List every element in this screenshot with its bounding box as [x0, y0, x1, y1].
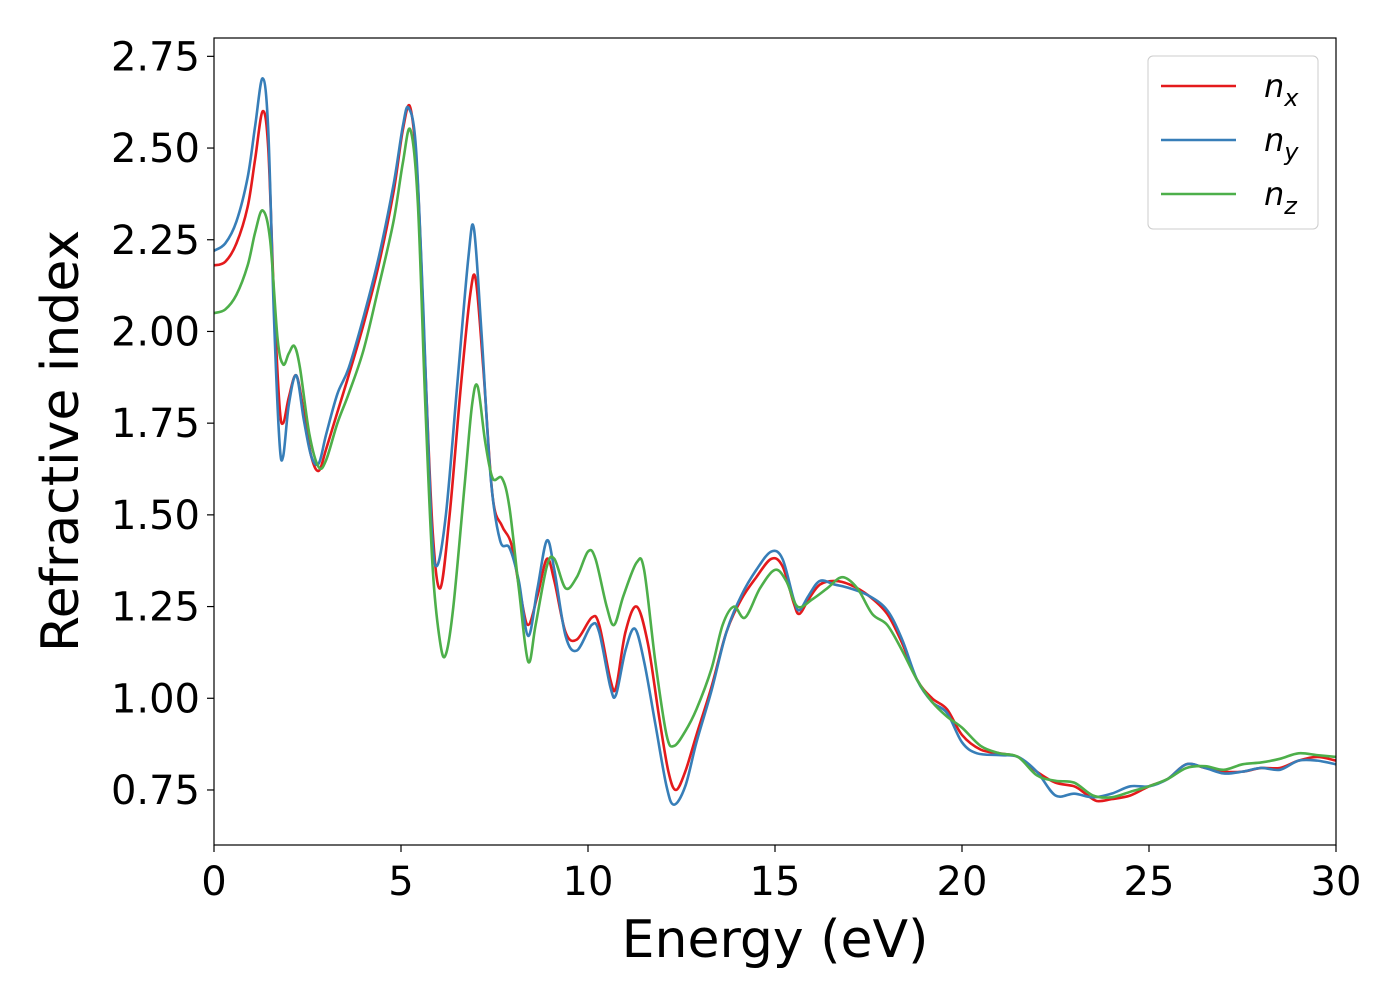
y-tick-label: 2.25 [111, 218, 200, 264]
series-line-nz [214, 127, 1336, 799]
x-tick-label: 10 [563, 859, 614, 905]
x-tick-label: 25 [1124, 859, 1175, 905]
y-tick-label: 2.50 [111, 126, 200, 172]
legend-label-nz: nz [1264, 175, 1298, 220]
series-lines [214, 77, 1336, 806]
y-tick-label: 0.75 [111, 768, 200, 814]
series-line-nx [214, 103, 1336, 803]
y-tick-label: 2.75 [111, 34, 200, 80]
x-tick-label: 5 [388, 859, 413, 905]
y-tick-label: 1.50 [111, 493, 200, 539]
legend-label-ny: ny [1264, 121, 1299, 166]
x-tick-label: 15 [750, 859, 801, 905]
x-tick-label: 0 [201, 859, 226, 905]
legend: nx ny nz [1147, 55, 1319, 230]
legend-label-nx: nx [1264, 67, 1299, 112]
x-axis-title: Energy (eV) [622, 910, 929, 970]
y-tick-label: 1.00 [111, 676, 200, 722]
legend-box [1147, 55, 1319, 230]
y-tick-label: 2.00 [111, 309, 200, 355]
y-tick-label: 1.75 [111, 401, 200, 447]
y-axis-title: Refractive index [31, 230, 91, 652]
series-line-ny [214, 77, 1336, 806]
y-tick-label: 1.25 [111, 585, 200, 631]
y-axis: 0.75 1.00 1.25 1.50 1.75 2.00 2.25 2.50 2.75 [111, 34, 214, 814]
x-tick-label: 30 [1311, 859, 1362, 905]
x-axis: 0 5 10 15 20 25 30 [201, 845, 1361, 905]
x-tick-label: 20 [937, 859, 988, 905]
